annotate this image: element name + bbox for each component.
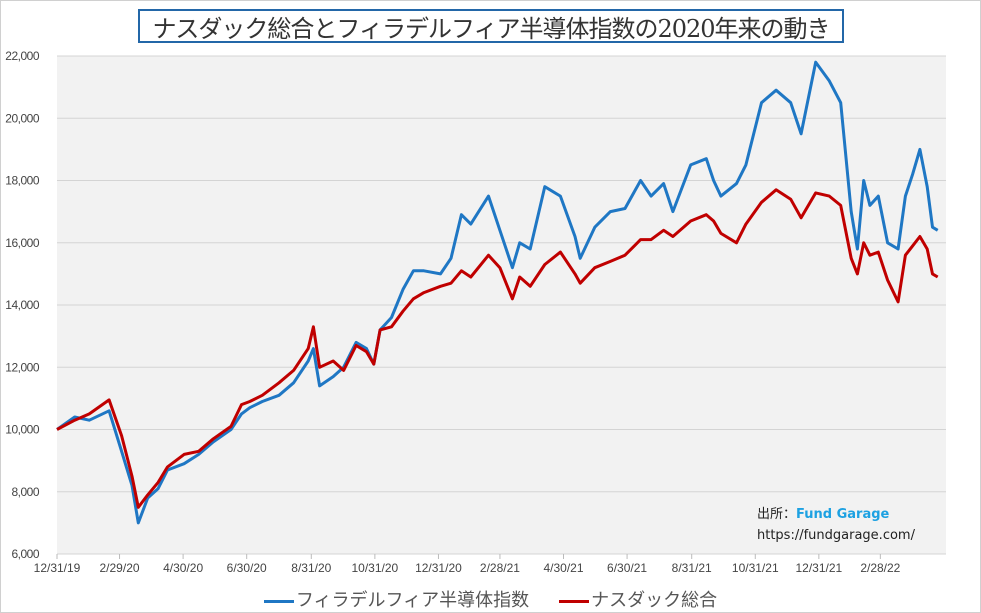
x-tick-label: 2/29/20 [100, 561, 140, 575]
x-tick-label: 8/31/21 [672, 561, 712, 575]
y-tick-label: 12,000 [5, 360, 40, 374]
source-url: https://fundgarage.com/ [757, 528, 915, 543]
legend-label: ナスダック総合 [591, 590, 718, 611]
y-tick-label: 18,000 [5, 174, 40, 188]
y-tick-label: 16,000 [5, 236, 40, 250]
x-tick-label: 10/31/20 [352, 561, 399, 575]
x-tick-label: 12/31/21 [795, 561, 842, 575]
legend: フィラデルフィア半導体指数 ナスダック総合 [0, 586, 981, 612]
legend-swatch [263, 599, 294, 603]
series-line-sox [56, 60, 939, 525]
x-tick-label: 12/31/19 [34, 561, 81, 575]
y-tick-label: 10,000 [5, 423, 40, 437]
series-line-nasdaq [56, 188, 939, 509]
x-tick-label: 8/31/20 [291, 561, 331, 575]
source-brand: Fund Garage [796, 507, 890, 522]
x-tick-label: 12/31/20 [415, 561, 462, 575]
legend-item-nasdaq: ナスダック総合 [559, 586, 717, 612]
y-tick-label: 22,000 [5, 49, 40, 63]
source-prefix: 出所： [757, 507, 797, 522]
x-tick-label: 2/28/22 [860, 561, 900, 575]
y-tick-label: 20,000 [5, 111, 40, 125]
chart-title: ナスダック総合とフィラデルフィア半導体指数の2020年来の動き [138, 9, 844, 43]
x-tick-label: 2/28/21 [480, 561, 520, 575]
legend-item-sox: フィラデルフィア半導体指数 [263, 586, 530, 612]
x-tick-label: 6/30/20 [227, 561, 267, 575]
x-tick-label: 10/31/21 [732, 561, 779, 575]
legend-label: フィラデルフィア半導体指数 [295, 590, 530, 611]
source-label: 出所：Fund Garage [757, 503, 889, 522]
x-tick-label: 4/30/21 [543, 561, 583, 575]
x-tick-label: 4/30/20 [163, 561, 203, 575]
x-tick-label: 6/30/21 [607, 561, 647, 575]
y-tick-label: 8,000 [11, 485, 39, 499]
legend-swatch [559, 599, 590, 603]
y-tick-label: 14,000 [5, 298, 40, 312]
y-tick-label: 6,000 [11, 547, 39, 561]
